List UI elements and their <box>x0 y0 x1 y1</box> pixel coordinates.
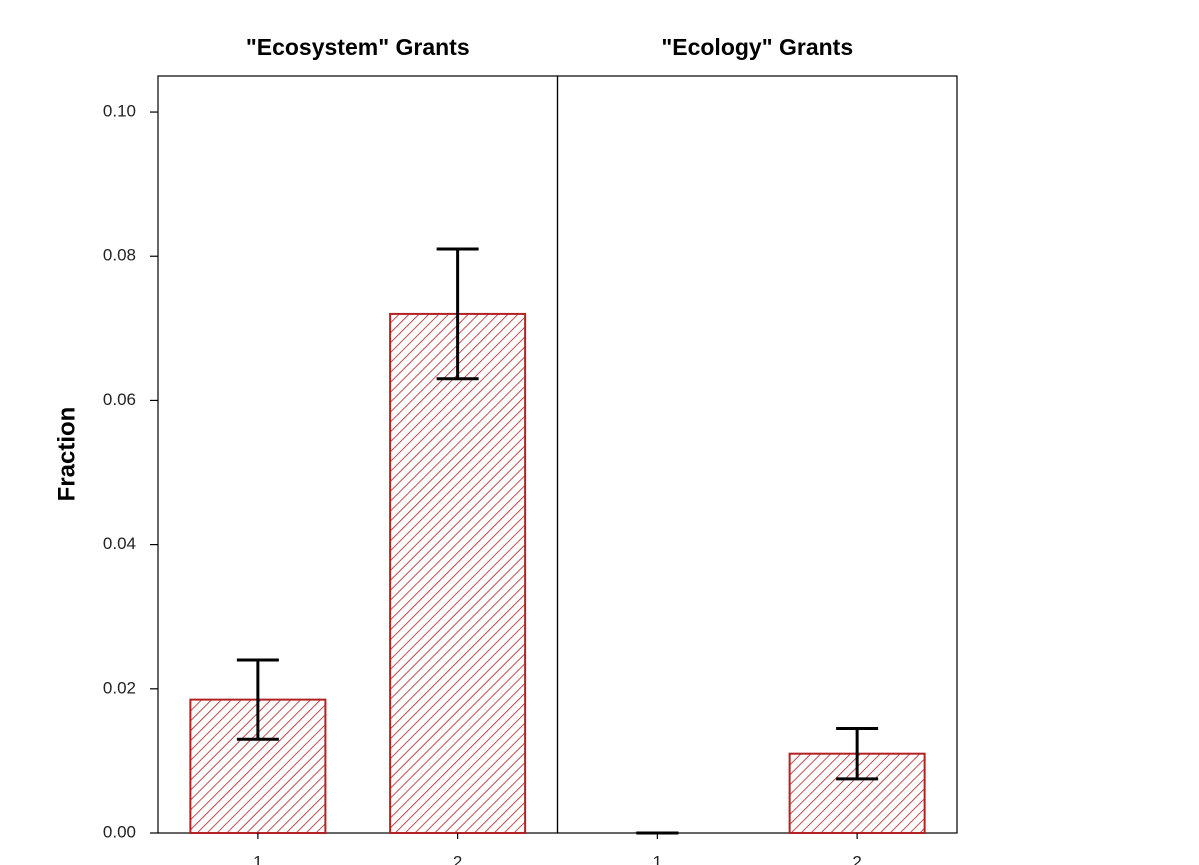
x-tick-label: 1 <box>653 852 662 865</box>
y-tick-label: 0.02 <box>103 678 136 697</box>
panel-frame <box>556 75 958 834</box>
error-bar <box>836 726 879 781</box>
y-axis-label: Fraction <box>53 407 80 502</box>
error-bar <box>236 658 279 741</box>
y-tick-label: 0.00 <box>103 822 136 841</box>
x-tick-label: 2 <box>453 852 462 865</box>
x-tick-label: 2 <box>852 852 861 865</box>
y-tick-label: 0.06 <box>103 390 136 409</box>
panel-title: "Ecosystem" Grants <box>246 34 470 60</box>
panel-title: "Ecology" Grants <box>661 34 853 60</box>
x-tick-label: 1 <box>253 852 262 865</box>
y-tick-label: 0.04 <box>103 534 136 553</box>
y-tick-label: 0.08 <box>103 246 136 265</box>
error-bar <box>436 247 479 381</box>
bar <box>389 312 527 834</box>
y-tick-label: 0.10 <box>103 102 136 121</box>
